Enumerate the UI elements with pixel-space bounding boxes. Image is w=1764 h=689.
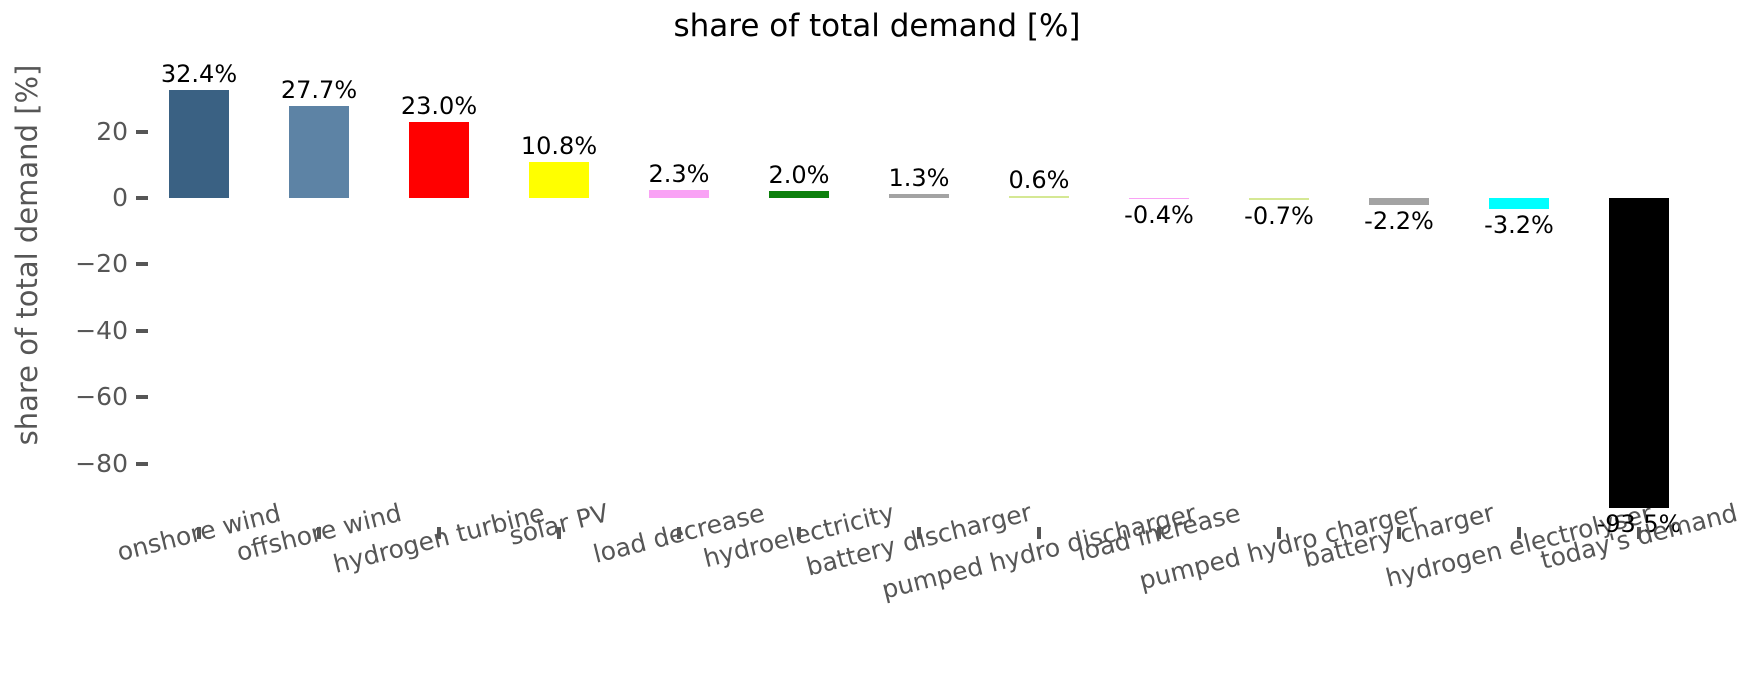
bar bbox=[769, 191, 829, 198]
x-tick-mark bbox=[197, 527, 201, 539]
y-tick-label: −60 bbox=[75, 382, 128, 412]
bar bbox=[1009, 196, 1069, 198]
bar bbox=[1489, 198, 1549, 209]
x-tick-mark bbox=[917, 527, 921, 539]
y-tick-mark bbox=[136, 129, 148, 134]
bar-value-label: -0.4% bbox=[1124, 201, 1194, 230]
bar bbox=[1249, 198, 1309, 201]
x-tick-mark bbox=[1637, 527, 1641, 539]
bar bbox=[169, 90, 229, 198]
y-tick-mark bbox=[136, 395, 148, 400]
bar-value-label: 32.4% bbox=[160, 60, 238, 89]
bar-value-label: 2.3% bbox=[648, 160, 710, 189]
bar-value-label: -3.2% bbox=[1484, 210, 1554, 239]
bar bbox=[1129, 198, 1189, 200]
x-tick-mark bbox=[677, 527, 681, 539]
y-tick-label: 20 bbox=[96, 116, 128, 146]
bar-value-label: 27.7% bbox=[280, 76, 358, 105]
bar-value-label: 2.0% bbox=[768, 161, 830, 190]
x-tick-mark bbox=[437, 527, 441, 539]
y-tick-mark bbox=[136, 196, 148, 200]
y-tick-label: 0 bbox=[112, 183, 128, 212]
x-tick-mark bbox=[1037, 527, 1041, 539]
bar-value-label: 0.6% bbox=[1008, 166, 1070, 194]
bar-value-label: -2.2% bbox=[1364, 207, 1434, 236]
bar bbox=[1369, 198, 1429, 206]
y-tick-mark bbox=[136, 262, 148, 267]
x-tick-mark bbox=[1517, 527, 1521, 539]
x-tick-mark bbox=[1277, 527, 1281, 539]
bar-value-label: -0.7% bbox=[1244, 202, 1314, 231]
chart-title: share of total demand [%] bbox=[673, 8, 1081, 44]
bar-value-label: 23.0% bbox=[400, 91, 478, 120]
bar bbox=[1609, 198, 1669, 509]
bar bbox=[889, 193, 949, 198]
bar-value-label: 10.8% bbox=[520, 132, 598, 161]
x-tick-mark bbox=[1397, 527, 1401, 539]
x-tick-mark bbox=[317, 527, 321, 539]
bar bbox=[529, 162, 589, 198]
bar bbox=[649, 190, 709, 198]
bar bbox=[409, 121, 469, 198]
bar-value-label: 1.3% bbox=[888, 163, 950, 192]
x-tick-mark bbox=[1157, 527, 1161, 539]
x-tick-mark bbox=[557, 527, 561, 539]
y-tick-label: −20 bbox=[75, 249, 128, 279]
bar bbox=[289, 106, 349, 198]
x-tick-mark bbox=[797, 527, 801, 539]
y-tick-label: −80 bbox=[75, 448, 128, 478]
y-tick-mark bbox=[136, 461, 148, 466]
y-tick-label: −40 bbox=[75, 315, 128, 345]
y-tick-mark bbox=[136, 328, 148, 333]
